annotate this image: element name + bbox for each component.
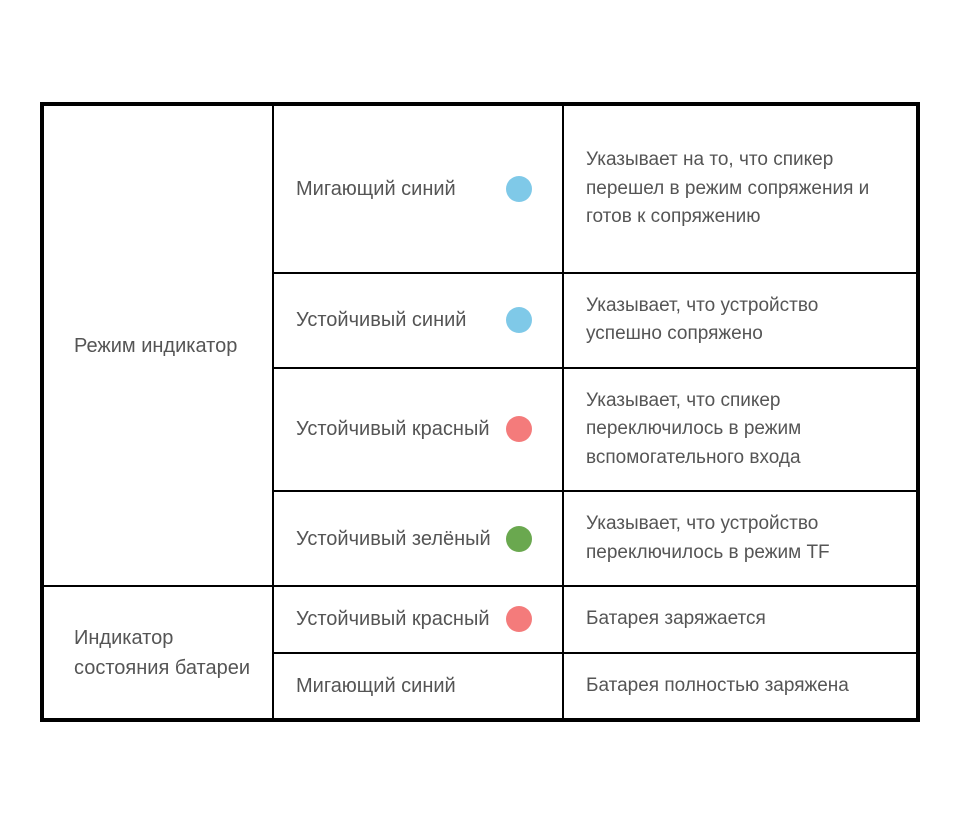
state-label: Устойчивый синий — [296, 306, 494, 334]
color-dot-icon — [506, 176, 532, 202]
description-text: Указывает, что устройство успешно сопряж… — [586, 295, 818, 345]
color-dot-icon — [506, 416, 532, 442]
state-label: Устойчивый красный — [296, 605, 494, 633]
description-text: Батарея заряжается — [586, 608, 766, 629]
state-label: Устойчивый зелёный — [296, 525, 494, 553]
description-text: Указывает, что устройство переключилось … — [586, 513, 830, 563]
state-cell: Устойчивый красный — [273, 368, 563, 492]
state-cell: Устойчивый красный — [273, 586, 563, 653]
state-label: Устойчивый красный — [296, 415, 494, 443]
indicator-table: Режим индикатор Мигающий синий Указывает… — [40, 102, 920, 722]
table-row: Индикатор состояния батареи Устойчивый к… — [43, 586, 917, 653]
description-cell: Указывает на то, что спикер перешел в ре… — [563, 105, 917, 273]
category-label: Режим индикатор — [74, 335, 237, 357]
color-dot-icon — [506, 307, 532, 333]
color-dot-icon — [506, 606, 532, 632]
description-text: Указывает на то, что спикер перешел в ре… — [586, 149, 869, 227]
indicator-table-inner: Режим индикатор Мигающий синий Указывает… — [42, 104, 918, 720]
category-cell: Индикатор состояния батареи — [43, 586, 273, 719]
state-label: Мигающий синий — [296, 175, 494, 203]
description-cell: Указывает, что спикер переключилось в ре… — [563, 368, 917, 492]
state-cell: Устойчивый синий — [273, 273, 563, 368]
state-cell: Устойчивый зелёный — [273, 491, 563, 586]
color-dot-icon — [506, 526, 532, 552]
category-label: Индикатор состояния батареи — [74, 627, 250, 679]
description-text: Батарея полностью заряжена — [586, 675, 849, 696]
description-text: Указывает, что спикер переключилось в ре… — [586, 390, 801, 468]
description-cell: Указывает, что устройство успешно сопряж… — [563, 273, 917, 368]
state-cell: Мигающий синий — [273, 105, 563, 273]
state-cell: Мигающий синий — [273, 653, 563, 720]
description-cell: Указывает, что устройство переключилось … — [563, 491, 917, 586]
category-cell: Режим индикатор — [43, 105, 273, 586]
description-cell: Батарея заряжается — [563, 586, 917, 653]
description-cell: Батарея полностью заряжена — [563, 653, 917, 720]
table-row: Режим индикатор Мигающий синий Указывает… — [43, 105, 917, 273]
state-label: Мигающий синий — [296, 672, 540, 700]
